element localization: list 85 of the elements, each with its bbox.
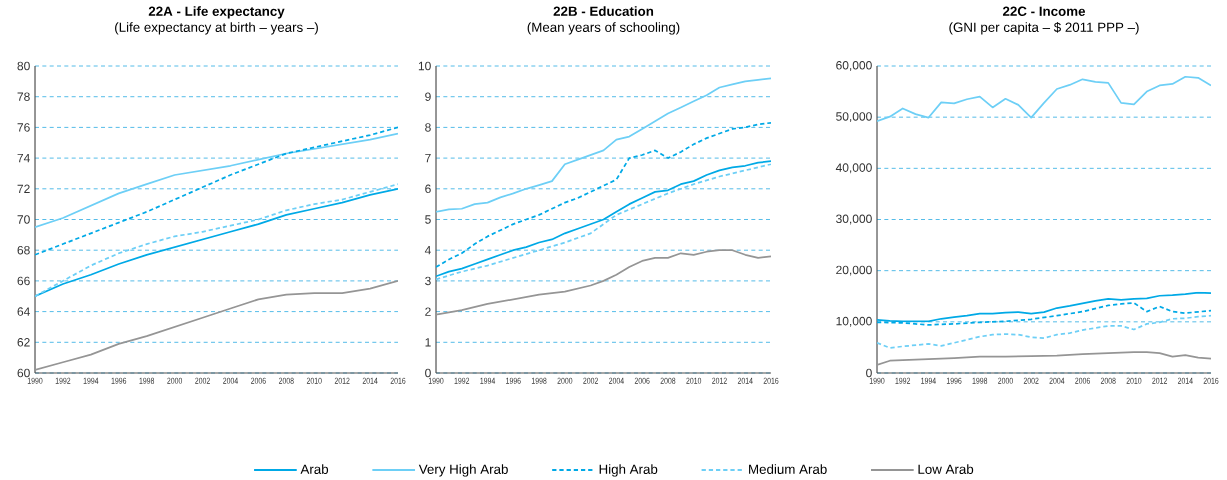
y-tick-label: 30,000 bbox=[836, 214, 872, 225]
x-tick-label: 2014 bbox=[1177, 377, 1193, 384]
x-tick-label: 2004 bbox=[1049, 377, 1065, 384]
x-tick-label: 2008 bbox=[660, 377, 676, 384]
x-tick-label: 2014 bbox=[737, 377, 753, 384]
y-tick-label: 64 bbox=[17, 307, 30, 316]
line-series bbox=[877, 314, 1212, 349]
x-tick-label: 2002 bbox=[1023, 377, 1039, 384]
x-tick-label: 1990 bbox=[869, 377, 885, 384]
x-tick-label: 1998 bbox=[139, 377, 155, 384]
x-tick-label: 1992 bbox=[55, 377, 71, 384]
x-tick-label: 2006 bbox=[634, 377, 650, 384]
x-tick-label: 2000 bbox=[998, 377, 1013, 384]
x-tick-label: 2010 bbox=[306, 377, 322, 384]
x-tick-label: 2016 bbox=[390, 377, 406, 384]
x-tick-label: 1990 bbox=[27, 377, 43, 384]
y-tick-label: 4 bbox=[424, 246, 431, 255]
x-tick-label: 1994 bbox=[480, 377, 496, 384]
y-tick-label: 50,000 bbox=[836, 112, 872, 123]
x-tick-label: 1996 bbox=[111, 377, 127, 384]
x-tick-label: 2006 bbox=[251, 377, 266, 384]
x-tick-label: 2002 bbox=[583, 377, 598, 384]
x-tick-label: 2016 bbox=[1203, 377, 1219, 384]
chart-title: 22A - Life expectancy bbox=[148, 6, 285, 19]
legend-label: High Arab bbox=[599, 464, 658, 477]
y-tick-label: 78 bbox=[17, 92, 30, 101]
y-tick-label: 40,000 bbox=[835, 163, 872, 174]
y-tick-label: 0 bbox=[425, 368, 431, 378]
chart-subtitle: (Life expectancy at birth – years –) bbox=[115, 22, 318, 35]
x-tick-label: 2016 bbox=[763, 377, 779, 384]
y-tick-label: 0 bbox=[866, 368, 872, 378]
x-tick-label: 2012 bbox=[712, 377, 727, 384]
y-tick-label: 7 bbox=[425, 153, 431, 163]
x-tick-label: 2010 bbox=[686, 377, 702, 384]
x-tick-label: 2012 bbox=[1152, 377, 1167, 384]
chart-title: 22B - Education bbox=[553, 6, 654, 16]
x-tick-label: 2004 bbox=[223, 377, 238, 384]
y-tick-label: 62 bbox=[17, 338, 30, 347]
legend-label: Very High Arab bbox=[418, 464, 508, 477]
y-tick-label: 5 bbox=[425, 215, 431, 224]
legend-label: Low Arab bbox=[918, 464, 974, 474]
y-tick-label: 10 bbox=[418, 61, 431, 71]
x-tick-label: 1994 bbox=[921, 377, 936, 384]
line-series bbox=[877, 351, 1212, 366]
x-tick-label: 2000 bbox=[167, 377, 183, 384]
x-tick-label: 2014 bbox=[362, 377, 378, 384]
x-tick-label: 2006 bbox=[1075, 377, 1090, 384]
y-tick-label: 6 bbox=[425, 184, 431, 194]
x-tick-label: 2010 bbox=[1126, 377, 1142, 384]
y-tick-label: 2 bbox=[425, 307, 431, 316]
chart-title: 22C - Income bbox=[1002, 6, 1086, 16]
y-tick-label: 9 bbox=[425, 92, 431, 101]
y-tick-label: 20,000 bbox=[836, 265, 872, 276]
x-tick-label: 1998 bbox=[531, 377, 547, 384]
y-tick-label: 8 bbox=[425, 123, 431, 132]
x-tick-label: 2000 bbox=[557, 377, 573, 384]
y-tick-label: 74 bbox=[17, 153, 30, 163]
y-tick-label: 1 bbox=[425, 338, 431, 347]
chart-subtitle: (GNI per capita – $ 2011 PPP –) bbox=[949, 21, 1139, 35]
x-tick-label: 1998 bbox=[972, 377, 988, 384]
x-tick-label: 1992 bbox=[454, 377, 470, 384]
y-tick-label: 76 bbox=[17, 123, 30, 132]
x-tick-label: 2008 bbox=[278, 377, 294, 384]
x-tick-label: 2002 bbox=[195, 377, 210, 384]
y-tick-label: 60 bbox=[17, 368, 30, 378]
chart-subtitle: (Mean years of schooling) bbox=[527, 22, 680, 35]
x-tick-label: 2008 bbox=[1100, 377, 1116, 384]
y-tick-label: 80 bbox=[17, 61, 30, 71]
x-tick-label: 1992 bbox=[895, 377, 911, 384]
y-tick-label: 68 bbox=[17, 245, 30, 255]
x-tick-label: 2012 bbox=[334, 377, 350, 384]
x-tick-label: 1994 bbox=[83, 377, 99, 384]
legend-label: Medium Arab bbox=[749, 464, 827, 474]
x-tick-label: 1996 bbox=[506, 377, 521, 384]
x-tick-label: 1990 bbox=[428, 377, 444, 384]
y-tick-label: 70 bbox=[17, 215, 30, 224]
y-tick-label: 10,000 bbox=[836, 316, 872, 327]
y-tick-label: 60,000 bbox=[836, 61, 872, 71]
y-tick-label: 66 bbox=[17, 276, 30, 286]
y-tick-label: 3 bbox=[425, 276, 431, 286]
x-tick-label: 2004 bbox=[609, 377, 624, 384]
x-tick-label: 1996 bbox=[946, 377, 962, 384]
line-series bbox=[877, 75, 1212, 123]
y-tick-label: 72 bbox=[17, 184, 30, 193]
legend-label: Arab bbox=[300, 464, 329, 474]
